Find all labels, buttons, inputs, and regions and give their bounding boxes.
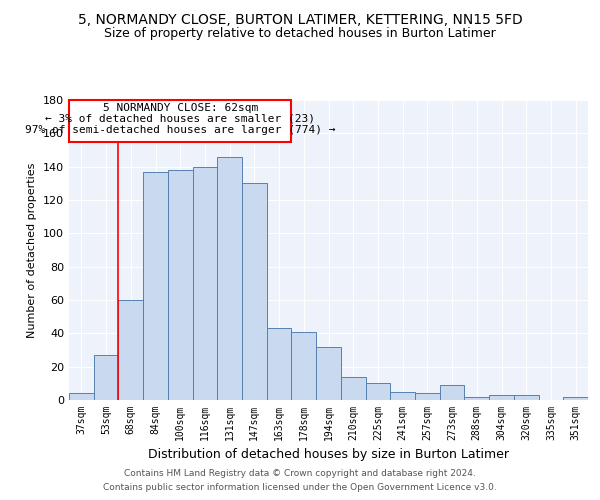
Bar	[69, 394, 94, 400]
Bar	[316, 346, 341, 400]
Bar	[143, 172, 168, 400]
Text: ← 3% of detached houses are smaller (23): ← 3% of detached houses are smaller (23)	[45, 114, 315, 124]
Text: 5 NORMANDY CLOSE: 62sqm: 5 NORMANDY CLOSE: 62sqm	[103, 104, 258, 114]
Bar	[69, 100, 292, 141]
Bar	[118, 300, 143, 400]
Bar	[514, 395, 539, 400]
Bar	[217, 156, 242, 400]
Text: 5, NORMANDY CLOSE, BURTON LATIMER, KETTERING, NN15 5FD: 5, NORMANDY CLOSE, BURTON LATIMER, KETTE…	[77, 12, 523, 26]
Bar	[267, 328, 292, 400]
Bar	[341, 376, 365, 400]
Bar	[94, 355, 118, 400]
Bar	[489, 395, 514, 400]
Bar	[390, 392, 415, 400]
Bar	[193, 166, 217, 400]
Bar	[440, 385, 464, 400]
Text: 97% of semi-detached houses are larger (774) →: 97% of semi-detached houses are larger (…	[25, 125, 335, 135]
Text: Contains HM Land Registry data © Crown copyright and database right 2024.: Contains HM Land Registry data © Crown c…	[124, 468, 476, 477]
Bar	[168, 170, 193, 400]
Bar	[292, 332, 316, 400]
Text: Size of property relative to detached houses in Burton Latimer: Size of property relative to detached ho…	[104, 28, 496, 40]
X-axis label: Distribution of detached houses by size in Burton Latimer: Distribution of detached houses by size …	[148, 448, 509, 462]
Bar	[464, 396, 489, 400]
Bar	[415, 394, 440, 400]
Bar	[365, 384, 390, 400]
Text: Contains public sector information licensed under the Open Government Licence v3: Contains public sector information licen…	[103, 484, 497, 492]
Bar	[563, 396, 588, 400]
Bar	[242, 184, 267, 400]
Y-axis label: Number of detached properties: Number of detached properties	[28, 162, 37, 338]
